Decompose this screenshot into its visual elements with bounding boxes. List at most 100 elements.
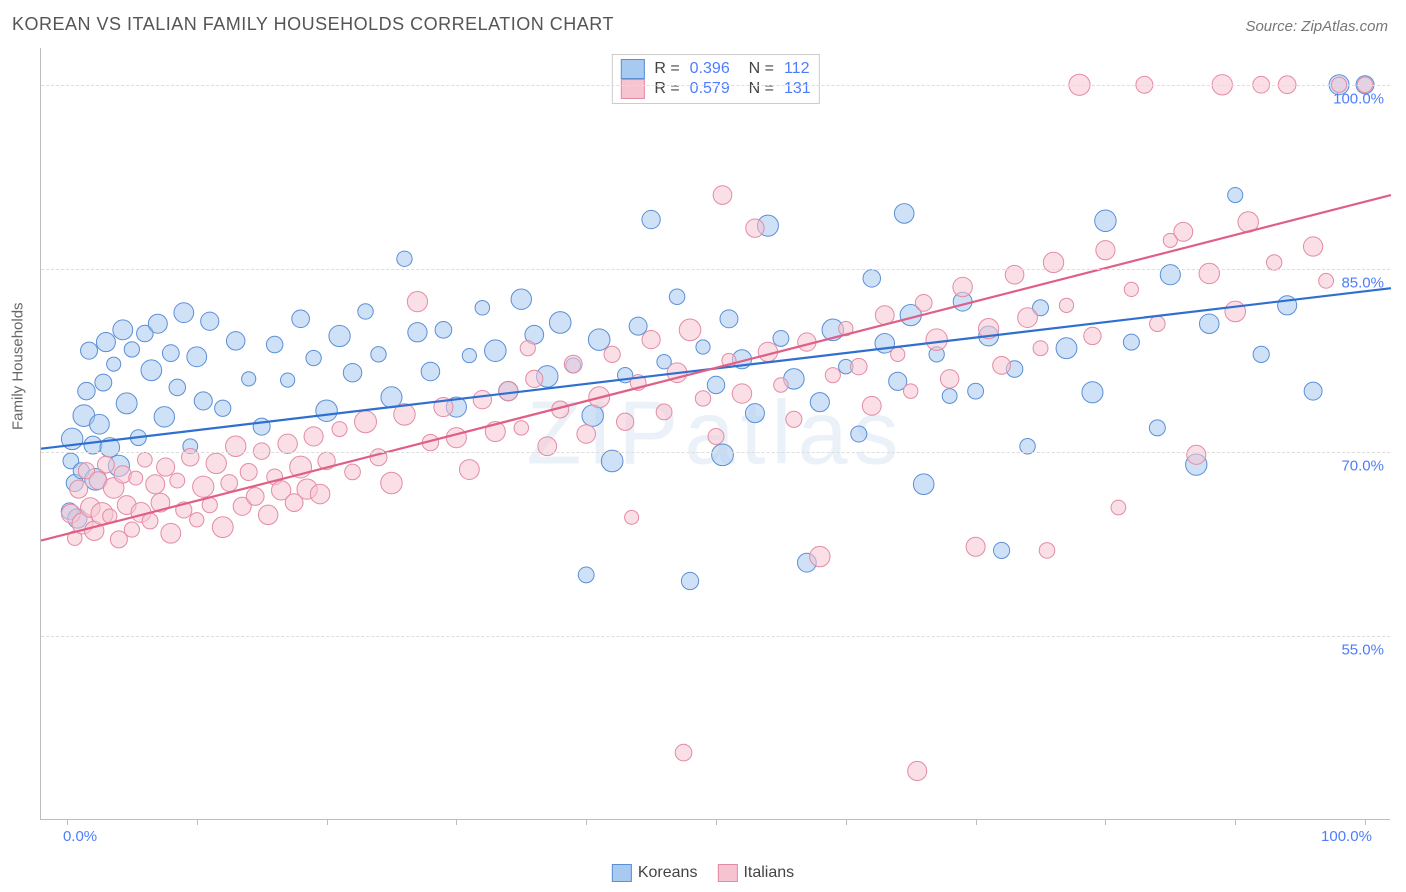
data-point [993, 356, 1011, 374]
data-point [601, 450, 623, 472]
data-point [226, 332, 245, 351]
data-point [1199, 263, 1219, 283]
data-point [773, 330, 789, 346]
legend-n-value: 112 [784, 60, 810, 78]
legend-r-label: R = [654, 80, 679, 98]
data-point [578, 567, 594, 583]
data-point [187, 347, 207, 367]
legend-label: Italians [743, 864, 794, 882]
data-point [712, 444, 734, 466]
data-point [511, 289, 531, 309]
data-point [1056, 338, 1077, 359]
data-point [696, 340, 710, 354]
data-point [141, 360, 162, 381]
data-point [107, 357, 121, 371]
data-point [381, 387, 402, 408]
data-point [953, 277, 972, 296]
legend-swatch-italians [620, 79, 644, 99]
data-point [656, 404, 672, 420]
data-point [446, 428, 466, 448]
legend-swatch [612, 864, 632, 882]
x-tick [1105, 819, 1106, 825]
data-point [81, 342, 98, 359]
data-point [675, 744, 692, 761]
data-point [810, 393, 829, 412]
data-point [146, 475, 165, 494]
data-point [1319, 273, 1334, 288]
chart-container: KOREAN VS ITALIAN FAMILY HOUSEHOLDS CORR… [0, 0, 1406, 892]
data-point [84, 436, 102, 454]
data-point [266, 336, 283, 353]
data-point [169, 379, 186, 396]
data-point [435, 322, 452, 339]
data-point [473, 391, 491, 409]
data-point [926, 329, 947, 350]
legend-swatch-koreans [620, 59, 644, 79]
data-point [1225, 301, 1246, 322]
data-point [966, 537, 985, 556]
legend-r-value: 0.396 [690, 60, 730, 78]
data-point [875, 306, 894, 325]
data-point [908, 761, 927, 780]
data-point [90, 414, 110, 434]
data-point [863, 270, 881, 288]
regression-line [41, 195, 1391, 541]
data-point [246, 488, 264, 506]
data-point [520, 341, 535, 356]
data-point [148, 314, 167, 333]
data-point [745, 404, 764, 423]
data-point [221, 475, 238, 492]
data-point [746, 219, 764, 237]
data-point [669, 289, 684, 304]
data-point [316, 400, 337, 421]
source-label: Source: ZipAtlas.com [1245, 18, 1388, 35]
data-point [1111, 500, 1126, 515]
chart-title: KOREAN VS ITALIAN FAMILY HOUSEHOLDS CORR… [12, 14, 614, 35]
data-point [1084, 327, 1101, 344]
data-point [485, 340, 507, 362]
data-point [1253, 346, 1269, 362]
data-point [161, 523, 181, 543]
y-axis-label: Family Households [10, 302, 27, 430]
data-point [358, 304, 373, 319]
y-tick-label: 70.0% [1341, 458, 1384, 475]
data-point [242, 372, 256, 386]
data-point [97, 456, 114, 473]
x-tick [586, 819, 587, 825]
grid-line [41, 452, 1390, 453]
data-point [942, 389, 957, 404]
data-point [862, 396, 881, 415]
plot-area: ZIPatlas R = 0.396 N = 112 R = 0.579 N =… [40, 48, 1390, 820]
data-point [1095, 210, 1116, 231]
data-point [1149, 420, 1165, 436]
data-point [993, 542, 1009, 558]
data-point [142, 513, 158, 529]
legend-row: R = 0.579 N = 131 [620, 79, 810, 99]
x-tick [67, 819, 68, 825]
legend-item: Italians [717, 864, 794, 882]
data-point [78, 382, 95, 399]
data-point [1187, 445, 1206, 464]
data-point [182, 449, 199, 466]
grid-line [41, 85, 1390, 86]
x-tick-label: 100.0% [1321, 828, 1372, 845]
y-tick-label: 55.0% [1341, 642, 1384, 659]
legend-n-value: 131 [784, 80, 811, 98]
data-point [695, 391, 710, 406]
data-point [370, 449, 387, 466]
data-point [304, 427, 323, 446]
data-point [526, 370, 543, 387]
x-tick [716, 819, 717, 825]
series-legend: KoreansItalians [612, 864, 794, 882]
data-point [1082, 382, 1103, 403]
x-tick [197, 819, 198, 825]
data-point [193, 476, 214, 497]
x-tick [976, 819, 977, 825]
data-point [190, 513, 204, 527]
data-point [499, 382, 518, 401]
data-point [616, 413, 633, 430]
data-point [1018, 308, 1038, 328]
data-point [1150, 316, 1166, 332]
data-point [371, 347, 386, 362]
data-point [1043, 252, 1063, 272]
